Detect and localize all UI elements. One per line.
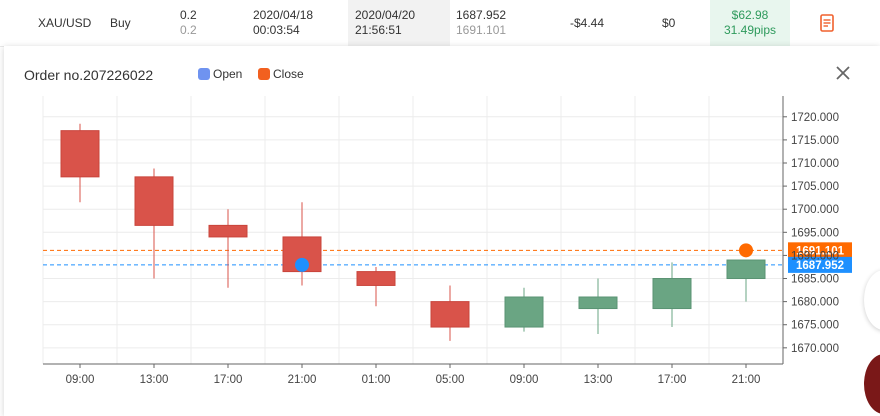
- x-tick-label: 01:00: [362, 374, 391, 386]
- open-time-cell: 2020/04/18 00:03:54: [253, 0, 313, 46]
- x-tick-label: 05:00: [436, 374, 465, 386]
- candle-body: [208, 224, 248, 238]
- open-level-label: 1687.952: [796, 260, 844, 272]
- close-marker: [739, 243, 753, 258]
- open-marker: [295, 257, 309, 272]
- lots-close-text: 0.2: [180, 23, 197, 37]
- legend-close-label: Close: [273, 67, 304, 81]
- marker-layer: [295, 243, 753, 272]
- document-icon[interactable]: [820, 14, 834, 32]
- candle-body: [60, 130, 100, 178]
- close-price-text: 1691.101: [456, 23, 507, 37]
- order-chart-panel: Order no.207226022 Open Close 1691.101 16…: [4, 46, 880, 416]
- legend-open-swatch: [198, 68, 210, 80]
- candlestick-chart: 1691.101 1687.952 1670.000 1675.000 1680.00…: [42, 96, 852, 386]
- x-tick-label: 09:00: [66, 374, 95, 386]
- legend-open-label: Open: [213, 67, 243, 81]
- candle-layer: [60, 123, 766, 341]
- legend-close[interactable]: Close: [258, 67, 304, 81]
- side-badge[interactable]: [864, 354, 880, 414]
- x-tick-label: 17:00: [658, 374, 687, 386]
- x-tick-label: 17:00: [214, 374, 243, 386]
- lots-open-text: 0.2: [180, 8, 197, 22]
- y-tick-label: 1690.000: [791, 250, 839, 262]
- close-icon[interactable]: [834, 64, 852, 82]
- y-tick-label: 1720.000: [791, 112, 839, 124]
- x-tick-label: 21:00: [288, 374, 317, 386]
- profit-text: $62.98: [731, 8, 769, 22]
- y-tick-label: 1675.000: [791, 320, 839, 332]
- symbol-cell: XAU/USD: [38, 0, 91, 46]
- pips-text: 31.49pips: [723, 23, 777, 37]
- commission-cell: $0: [662, 0, 675, 46]
- order-table-row: XAU/USD Buy 0.2 0.2 2020/04/18 00:03:54 …: [0, 0, 880, 47]
- swap-cell: -$4.44: [570, 0, 604, 46]
- open-price-text: 1687.952: [456, 8, 507, 22]
- y-tick-label: 1680.000: [791, 297, 839, 309]
- open-time-text: 00:03:54: [253, 23, 300, 37]
- x-tick-label: 21:00: [732, 374, 761, 386]
- commission-text: $0: [662, 15, 676, 30]
- level-layer: 1691.101 1687.952: [43, 242, 852, 273]
- x-tick-label: 09:00: [510, 374, 539, 386]
- side-cell: Buy: [110, 0, 131, 46]
- swap-text: -$4.44: [570, 15, 605, 30]
- profit-cell: $62.98 31.49pips: [710, 0, 790, 46]
- y-tick-label: 1710.000: [791, 158, 839, 170]
- x-tick-label: 13:00: [140, 374, 169, 386]
- close-date-text: 2020/04/20: [355, 8, 416, 22]
- close-time-text: 21:56:51: [355, 23, 402, 37]
- price-cell: 1687.952 1691.101: [456, 0, 506, 46]
- axis-layer: 1670.000 1675.000 1680.000 1685.000 1690.000…: [43, 96, 839, 386]
- candle-body: [578, 296, 618, 310]
- y-tick-label: 1670.000: [791, 343, 839, 355]
- candle-body: [134, 176, 174, 226]
- symbol-text: XAU/USD: [38, 15, 92, 30]
- side-scroll-button[interactable]: [864, 270, 880, 330]
- close-level-label: 1691.101: [796, 245, 845, 257]
- y-tick-label: 1705.000: [791, 181, 839, 193]
- y-tick-label: 1715.000: [791, 135, 839, 147]
- close-time-cell: 2020/04/20 21:56:51: [348, 0, 450, 46]
- panel-title: Order no.207226022: [24, 67, 154, 83]
- candle-body: [726, 259, 766, 280]
- y-tick-label: 1695.000: [791, 227, 839, 239]
- legend-close-swatch: [258, 68, 270, 80]
- candle-body: [652, 278, 692, 310]
- candle-body: [504, 296, 544, 328]
- candle-body: [430, 301, 470, 328]
- y-tick-label: 1700.000: [791, 204, 839, 216]
- legend-open[interactable]: Open: [198, 67, 242, 81]
- side-text: Buy: [110, 15, 131, 30]
- y-tick-label: 1685.000: [791, 274, 839, 286]
- candle-body: [356, 271, 396, 286]
- open-level-tag: [788, 256, 852, 273]
- lots-cell: 0.2 0.2: [180, 0, 197, 46]
- open-date-text: 2020/04/18: [253, 8, 314, 22]
- x-tick-label: 13:00: [584, 374, 613, 386]
- close-level-tag: [788, 242, 852, 259]
